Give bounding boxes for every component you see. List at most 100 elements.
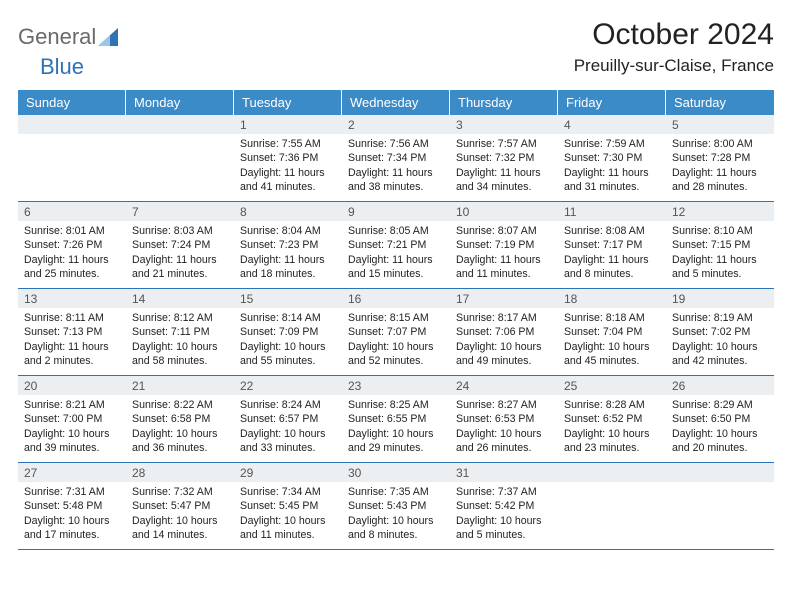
- day-number: 25: [558, 376, 666, 395]
- day-cell: 4Sunrise: 7:59 AMSunset: 7:30 PMDaylight…: [558, 115, 666, 201]
- day-cell: [666, 463, 774, 549]
- day-cell: [126, 115, 234, 201]
- sunset-text: Sunset: 7:28 PM: [672, 151, 768, 165]
- day-cell: 5Sunrise: 8:00 AMSunset: 7:28 PMDaylight…: [666, 115, 774, 201]
- day-header: Friday: [558, 90, 666, 115]
- day-cell: 29Sunrise: 7:34 AMSunset: 5:45 PMDayligh…: [234, 463, 342, 549]
- day-number: 24: [450, 376, 558, 395]
- sunrise-text: Sunrise: 8:19 AM: [672, 311, 768, 325]
- sunset-text: Sunset: 7:36 PM: [240, 151, 336, 165]
- week-row: 1Sunrise: 7:55 AMSunset: 7:36 PMDaylight…: [18, 115, 774, 202]
- day-number: [666, 463, 774, 482]
- sunset-text: Sunset: 7:26 PM: [24, 238, 120, 252]
- sunrise-text: Sunrise: 8:25 AM: [348, 398, 444, 412]
- daylight-text: Daylight: 11 hours and 5 minutes.: [672, 253, 768, 282]
- day-details: Sunrise: 8:05 AMSunset: 7:21 PMDaylight:…: [342, 221, 450, 285]
- day-details: [18, 134, 126, 141]
- day-number: 12: [666, 202, 774, 221]
- sunrise-text: Sunrise: 8:15 AM: [348, 311, 444, 325]
- daylight-text: Daylight: 11 hours and 11 minutes.: [456, 253, 552, 282]
- day-details: Sunrise: 7:57 AMSunset: 7:32 PMDaylight:…: [450, 134, 558, 198]
- sunset-text: Sunset: 5:45 PM: [240, 499, 336, 513]
- day-number: 30: [342, 463, 450, 482]
- sunset-text: Sunset: 7:13 PM: [24, 325, 120, 339]
- sunrise-text: Sunrise: 8:29 AM: [672, 398, 768, 412]
- sunset-text: Sunset: 7:21 PM: [348, 238, 444, 252]
- day-number: 21: [126, 376, 234, 395]
- day-number: 14: [126, 289, 234, 308]
- day-number: [126, 115, 234, 134]
- daylight-text: Daylight: 10 hours and 5 minutes.: [456, 514, 552, 543]
- day-cell: 14Sunrise: 8:12 AMSunset: 7:11 PMDayligh…: [126, 289, 234, 375]
- day-cell: [18, 115, 126, 201]
- day-number: 3: [450, 115, 558, 134]
- calendar: Sunday Monday Tuesday Wednesday Thursday…: [18, 90, 774, 550]
- day-details: Sunrise: 7:32 AMSunset: 5:47 PMDaylight:…: [126, 482, 234, 546]
- sunrise-text: Sunrise: 8:10 AM: [672, 224, 768, 238]
- sunrise-text: Sunrise: 8:18 AM: [564, 311, 660, 325]
- daylight-text: Daylight: 10 hours and 17 minutes.: [24, 514, 120, 543]
- logo: General: [18, 18, 120, 50]
- day-number: 31: [450, 463, 558, 482]
- day-details: Sunrise: 7:31 AMSunset: 5:48 PMDaylight:…: [18, 482, 126, 546]
- month-title: October 2024: [574, 18, 774, 52]
- daylight-text: Daylight: 11 hours and 21 minutes.: [132, 253, 228, 282]
- sunset-text: Sunset: 7:06 PM: [456, 325, 552, 339]
- logo-text-blue: Blue: [40, 54, 84, 79]
- logo-text-general: General: [18, 24, 96, 50]
- day-cell: 25Sunrise: 8:28 AMSunset: 6:52 PMDayligh…: [558, 376, 666, 462]
- day-number: 6: [18, 202, 126, 221]
- sunrise-text: Sunrise: 8:24 AM: [240, 398, 336, 412]
- week-row: 13Sunrise: 8:11 AMSunset: 7:13 PMDayligh…: [18, 289, 774, 376]
- day-cell: 17Sunrise: 8:17 AMSunset: 7:06 PMDayligh…: [450, 289, 558, 375]
- sunrise-text: Sunrise: 7:32 AM: [132, 485, 228, 499]
- sunset-text: Sunset: 6:53 PM: [456, 412, 552, 426]
- day-cell: 9Sunrise: 8:05 AMSunset: 7:21 PMDaylight…: [342, 202, 450, 288]
- day-details: Sunrise: 8:12 AMSunset: 7:11 PMDaylight:…: [126, 308, 234, 372]
- daylight-text: Daylight: 10 hours and 58 minutes.: [132, 340, 228, 369]
- daylight-text: Daylight: 10 hours and 20 minutes.: [672, 427, 768, 456]
- logo-triangle-icon: [98, 28, 118, 51]
- day-cell: 15Sunrise: 8:14 AMSunset: 7:09 PMDayligh…: [234, 289, 342, 375]
- day-cell: 20Sunrise: 8:21 AMSunset: 7:00 PMDayligh…: [18, 376, 126, 462]
- day-number: 27: [18, 463, 126, 482]
- day-details: Sunrise: 7:37 AMSunset: 5:42 PMDaylight:…: [450, 482, 558, 546]
- day-header: Saturday: [666, 90, 774, 115]
- day-details: Sunrise: 8:01 AMSunset: 7:26 PMDaylight:…: [18, 221, 126, 285]
- day-number: 29: [234, 463, 342, 482]
- day-details: Sunrise: 8:00 AMSunset: 7:28 PMDaylight:…: [666, 134, 774, 198]
- day-cell: 28Sunrise: 7:32 AMSunset: 5:47 PMDayligh…: [126, 463, 234, 549]
- day-number: 5: [666, 115, 774, 134]
- day-number: 17: [450, 289, 558, 308]
- day-cell: 10Sunrise: 8:07 AMSunset: 7:19 PMDayligh…: [450, 202, 558, 288]
- sunrise-text: Sunrise: 7:57 AM: [456, 137, 552, 151]
- sunrise-text: Sunrise: 8:00 AM: [672, 137, 768, 151]
- daylight-text: Daylight: 11 hours and 34 minutes.: [456, 166, 552, 195]
- day-details: Sunrise: 8:27 AMSunset: 6:53 PMDaylight:…: [450, 395, 558, 459]
- day-details: Sunrise: 8:15 AMSunset: 7:07 PMDaylight:…: [342, 308, 450, 372]
- day-details: Sunrise: 7:35 AMSunset: 5:43 PMDaylight:…: [342, 482, 450, 546]
- daylight-text: Daylight: 10 hours and 42 minutes.: [672, 340, 768, 369]
- day-details: Sunrise: 7:59 AMSunset: 7:30 PMDaylight:…: [558, 134, 666, 198]
- day-details: Sunrise: 8:14 AMSunset: 7:09 PMDaylight:…: [234, 308, 342, 372]
- sunset-text: Sunset: 6:57 PM: [240, 412, 336, 426]
- sunset-text: Sunset: 7:23 PM: [240, 238, 336, 252]
- sunrise-text: Sunrise: 8:21 AM: [24, 398, 120, 412]
- day-details: [666, 482, 774, 489]
- day-header: Tuesday: [234, 90, 342, 115]
- day-number: 9: [342, 202, 450, 221]
- daylight-text: Daylight: 10 hours and 33 minutes.: [240, 427, 336, 456]
- daylight-text: Daylight: 11 hours and 15 minutes.: [348, 253, 444, 282]
- day-cell: 31Sunrise: 7:37 AMSunset: 5:42 PMDayligh…: [450, 463, 558, 549]
- sunset-text: Sunset: 7:02 PM: [672, 325, 768, 339]
- day-cell: 1Sunrise: 7:55 AMSunset: 7:36 PMDaylight…: [234, 115, 342, 201]
- day-cell: 12 Sunrise: 8:10 AMSunset: 7:15 PMDayligh…: [666, 202, 774, 288]
- sunset-text: Sunset: 7:15 PM: [672, 238, 768, 252]
- daylight-text: Daylight: 11 hours and 28 minutes.: [672, 166, 768, 195]
- daylight-text: Daylight: 11 hours and 8 minutes.: [564, 253, 660, 282]
- day-number: 16: [342, 289, 450, 308]
- day-header: Wednesday: [342, 90, 450, 115]
- week-row: 20Sunrise: 8:21 AMSunset: 7:00 PMDayligh…: [18, 376, 774, 463]
- day-details: Sunrise: 8:08 AMSunset: 7:17 PMDaylight:…: [558, 221, 666, 285]
- day-number: 11: [558, 202, 666, 221]
